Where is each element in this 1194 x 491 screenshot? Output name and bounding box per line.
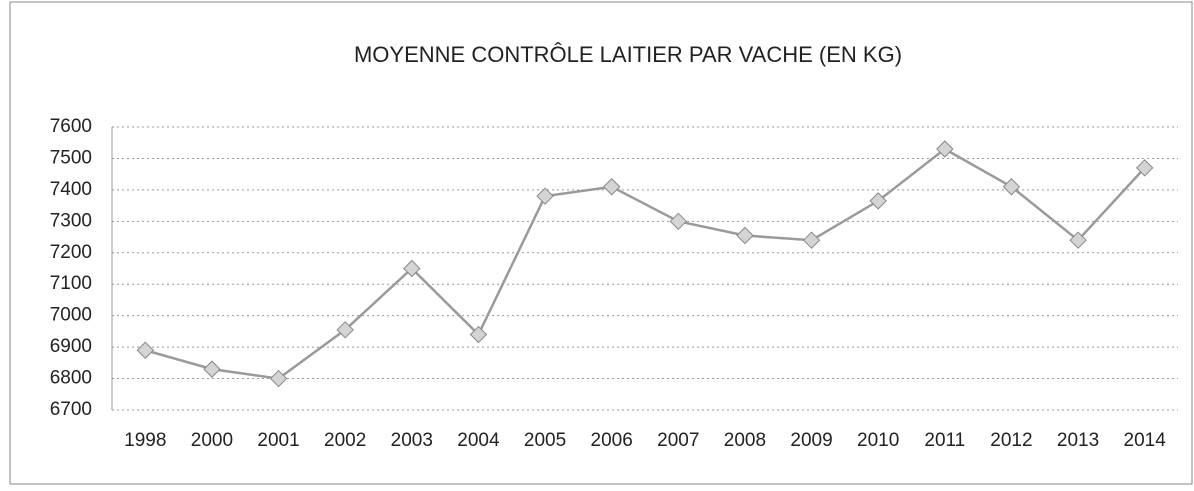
x-tick-label: 2001 (257, 430, 299, 451)
x-tick-label: 2002 (324, 430, 366, 451)
data-point (403, 259, 421, 278)
y-tick-label: 7600 (50, 116, 92, 137)
x-tick-label: 2010 (857, 430, 899, 451)
data-point (1002, 178, 1021, 196)
y-tick-label: 6900 (50, 336, 92, 357)
data-point (269, 369, 288, 388)
y-tick-label: 7000 (50, 305, 92, 326)
data-point (336, 321, 354, 339)
data-point (669, 212, 688, 231)
data-point (536, 187, 554, 205)
x-tick-label: 2000 (191, 430, 233, 451)
y-tick-label: 7100 (50, 273, 92, 294)
data-point (469, 325, 488, 344)
x-tick-label: 2012 (990, 430, 1032, 451)
x-tick-label: 2014 (1124, 430, 1167, 451)
chart-border (9, 1, 1193, 485)
data-point (1135, 159, 1154, 177)
x-tick-label: 2013 (1057, 430, 1099, 451)
y-tick-label: 7300 (50, 210, 92, 231)
y-tick-label: 7200 (50, 242, 92, 263)
data-point (1069, 231, 1087, 249)
x-tick-label: 2006 (591, 430, 633, 451)
data-point (602, 178, 621, 196)
data-point (136, 341, 155, 359)
x-tick-label: 2004 (457, 430, 500, 451)
x-tick-label: 2005 (524, 430, 566, 451)
x-tick-label: 1998 (124, 430, 166, 451)
data-point (936, 140, 954, 158)
x-tick-label: 2011 (924, 430, 965, 451)
x-tick-label: 2009 (790, 430, 832, 451)
y-tick-label: 6700 (50, 399, 92, 420)
data-point (203, 360, 221, 378)
data-point (802, 231, 821, 249)
x-tick-label: 2003 (391, 430, 433, 451)
data-line (144, 147, 1146, 380)
y-tick-label: 7500 (50, 147, 92, 168)
data-point (736, 226, 754, 245)
x-tick-label: 2008 (724, 430, 766, 451)
y-tick-label: 6800 (50, 368, 92, 389)
x-tick-label: 2007 (657, 430, 699, 451)
data-point (869, 192, 887, 210)
chart-title: MOYENNE CONTRÔLE LAITIER PAR VACHE (EN K… (354, 42, 902, 67)
y-tick-label: 7400 (50, 179, 92, 200)
